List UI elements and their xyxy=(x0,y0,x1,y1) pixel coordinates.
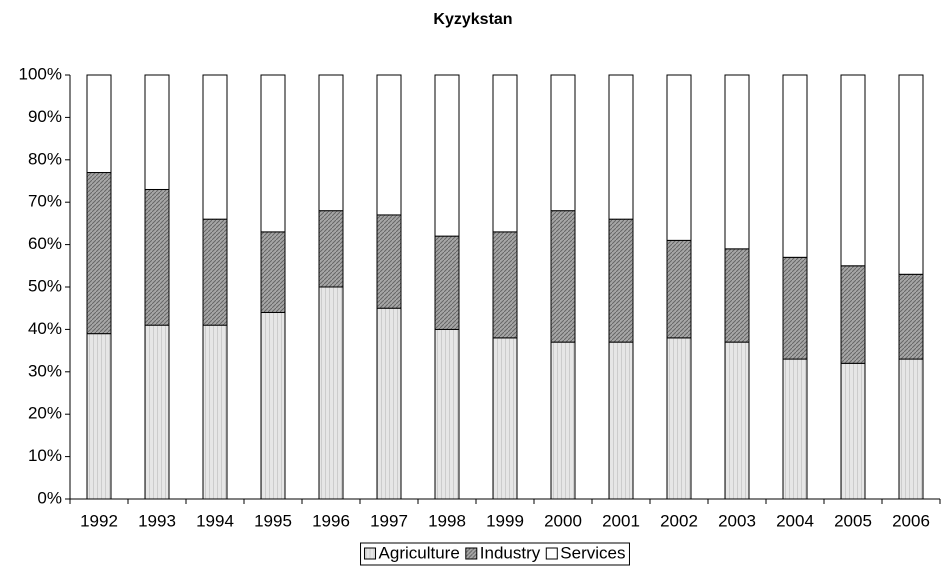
y-tick-label: 40% xyxy=(28,319,62,338)
y-tick-label: 30% xyxy=(28,361,62,380)
x-tick-label: 1998 xyxy=(428,511,466,530)
y-tick-label: 0% xyxy=(37,488,62,507)
bar-segment xyxy=(492,231,518,339)
x-tick-label: 1997 xyxy=(370,511,408,530)
bar-segment xyxy=(260,311,286,500)
bar-segment xyxy=(492,337,518,500)
bar-segment xyxy=(86,172,112,335)
legend-label: Agriculture xyxy=(379,543,460,562)
bar-segment xyxy=(144,324,170,500)
bar-segment xyxy=(782,74,808,258)
x-tick-label: 2000 xyxy=(544,511,582,530)
bar-segment xyxy=(840,362,866,500)
y-tick-label: 90% xyxy=(28,107,62,126)
x-tick-label: 2004 xyxy=(776,511,814,530)
bar-segment xyxy=(840,74,866,267)
x-tick-label: 2001 xyxy=(602,511,640,530)
bar-segment xyxy=(898,273,924,360)
bar-segment xyxy=(898,74,924,275)
bar-segment xyxy=(492,74,518,233)
bar-segment xyxy=(666,239,692,339)
bar-segment xyxy=(666,74,692,241)
bar-segment xyxy=(376,307,402,500)
bar-segment xyxy=(202,324,228,500)
bar-segment xyxy=(144,74,170,190)
bar-segment xyxy=(724,341,750,500)
y-tick-label: 100% xyxy=(19,64,62,83)
bar-segment xyxy=(318,74,344,212)
bar-segment xyxy=(840,265,866,364)
bar-segment xyxy=(144,188,170,326)
bar-segment xyxy=(376,74,402,216)
legend-label: Industry xyxy=(480,543,541,562)
y-tick-label: 80% xyxy=(28,149,62,168)
bar-segment xyxy=(318,286,344,500)
y-tick-label: 60% xyxy=(28,234,62,253)
legend: Agriculture Industry Services xyxy=(360,542,630,566)
bar-segment xyxy=(782,358,808,500)
x-tick-label: 1994 xyxy=(196,511,234,530)
bar-segment xyxy=(434,74,460,237)
bar-segment xyxy=(724,74,750,250)
bar-segment xyxy=(434,328,460,500)
bar-segment xyxy=(724,248,750,343)
y-tick-label: 50% xyxy=(28,276,62,295)
bar-segment xyxy=(86,74,112,174)
bar-segment xyxy=(666,337,692,500)
bar-segment xyxy=(608,341,634,500)
x-tick-label: 2005 xyxy=(834,511,872,530)
x-tick-label: 2006 xyxy=(892,511,930,530)
bar-segment xyxy=(898,358,924,500)
x-tick-label: 2002 xyxy=(660,511,698,530)
bar-segment xyxy=(550,74,576,212)
legend-swatch xyxy=(465,547,478,560)
x-tick-label: 2003 xyxy=(718,511,756,530)
chart-title: Kyzykstan xyxy=(433,11,512,28)
bar-segment xyxy=(86,333,112,500)
bar-segment xyxy=(202,218,228,326)
y-tick-label: 70% xyxy=(28,192,62,211)
bar-segment xyxy=(260,231,286,313)
bar-segment xyxy=(260,74,286,233)
legend-swatch xyxy=(364,547,377,560)
legend-box xyxy=(360,542,630,566)
x-tick-label: 1993 xyxy=(138,511,176,530)
bar-segment xyxy=(782,256,808,360)
bar-segment xyxy=(202,74,228,220)
bar-segment xyxy=(376,214,402,309)
x-tick-label: 1992 xyxy=(80,511,118,530)
bar-segment xyxy=(608,218,634,343)
bar-segment xyxy=(318,210,344,288)
y-tick-label: 20% xyxy=(28,404,62,423)
y-tick-label: 10% xyxy=(28,446,62,465)
bar-segment xyxy=(434,235,460,330)
bar-segment xyxy=(608,74,634,220)
x-tick-label: 1999 xyxy=(486,511,524,530)
bar-segment xyxy=(550,210,576,343)
x-tick-label: 1995 xyxy=(254,511,292,530)
x-tick-label: 1996 xyxy=(312,511,350,530)
legend-label: Services xyxy=(560,543,625,562)
legend-swatch xyxy=(545,547,558,560)
bar-segment xyxy=(550,341,576,500)
